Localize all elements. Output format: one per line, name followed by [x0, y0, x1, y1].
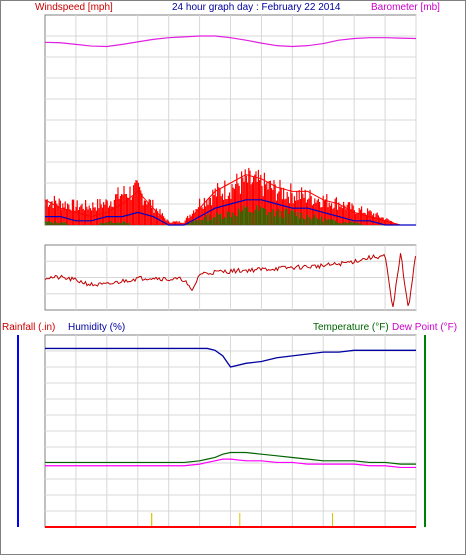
wind-panel [44, 14, 417, 226]
barometer-axis-label: Barometer [mb] [371, 2, 440, 13]
windspeed-axis-label: Windspeed [mph] [35, 2, 113, 13]
dewpoint-axis-label: Dew Point (°F) [392, 322, 457, 333]
chart-title: 24 hour graph day : February 22 2014 [172, 2, 341, 13]
temperature-line [45, 451, 416, 465]
dewpoint-line [45, 458, 416, 469]
average-wind-line [45, 199, 416, 226]
temp-humidity-panel [17, 334, 426, 528]
wind-direction-line [44, 253, 416, 307]
windspeed-line [44, 174, 416, 226]
barometer-line [44, 35, 417, 48]
rainfall-axis-label: Rainfall (.in) [2, 322, 55, 333]
humidity-axis-label: Humidity (%) [68, 322, 125, 333]
temperature-axis-label: Temperature (°F) [313, 322, 389, 333]
humidity-line [45, 347, 416, 368]
direction-panel [44, 244, 417, 311]
